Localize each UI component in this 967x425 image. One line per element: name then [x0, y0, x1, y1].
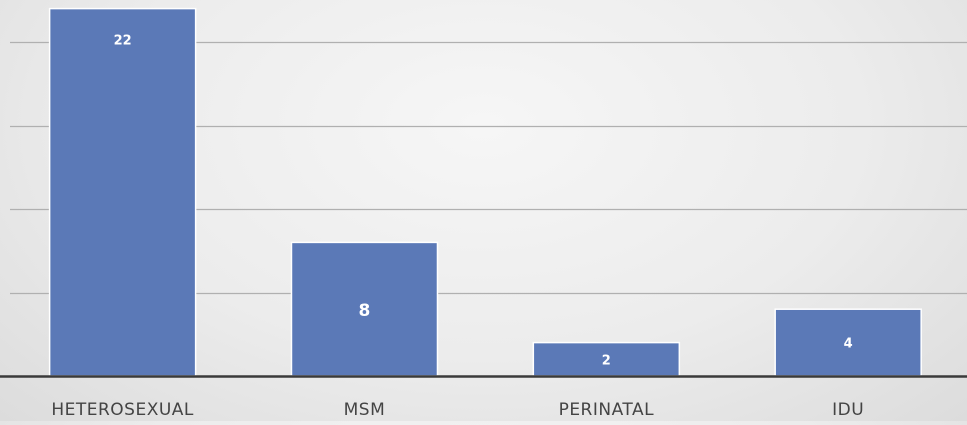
data-label: 2 [602, 353, 611, 368]
bar-heterosexual [48, 7, 197, 377]
x-tick-label: IDU [832, 400, 864, 420]
data-labels: 22 8 2 4 [114, 34, 853, 369]
bar-msm [290, 241, 439, 377]
x-tick-label: MSM [344, 400, 386, 420]
data-label: 8 [359, 301, 371, 321]
data-label: 4 [844, 337, 853, 352]
x-tick-label: HETEROSEXUAL [51, 400, 194, 420]
x-tick-labels: HETEROSEXUAL MSM PERINATAL IDU [51, 400, 864, 420]
bar-idu [774, 308, 922, 377]
x-tick-label: PERINATAL [559, 400, 655, 420]
data-label: 22 [114, 34, 132, 49]
bars [48, 7, 922, 377]
